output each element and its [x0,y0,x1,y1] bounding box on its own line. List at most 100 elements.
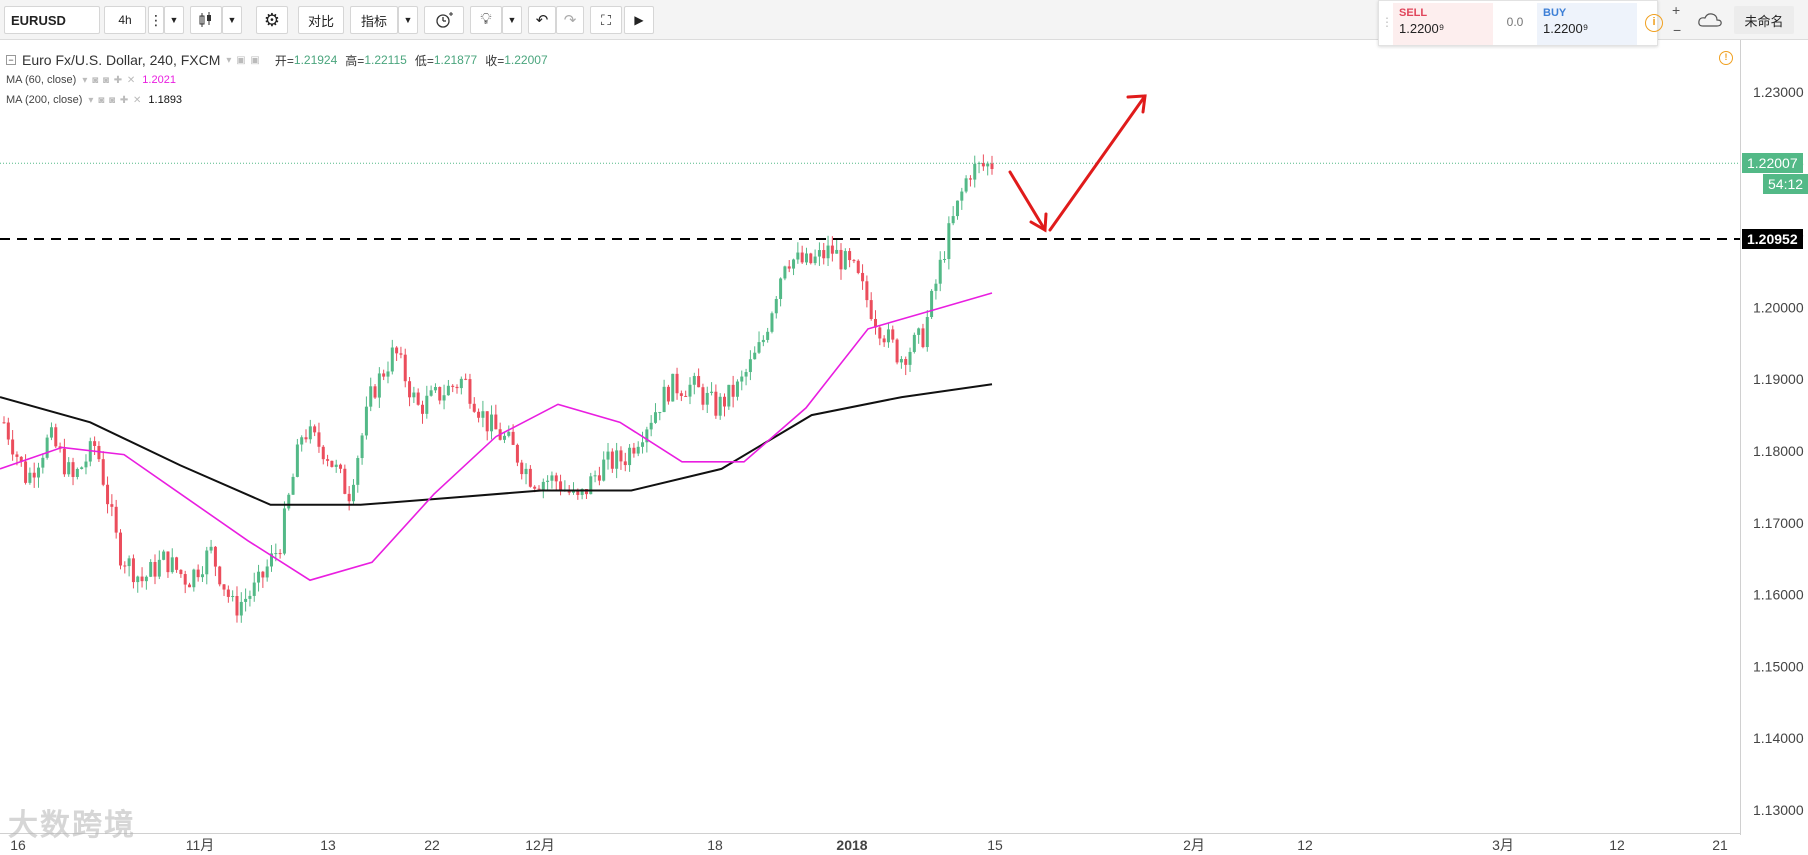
candle-body [75,468,79,477]
candle-body [494,414,498,430]
candle-body [71,462,75,477]
rally-arrow [1048,94,1147,232]
candle-body [127,558,131,567]
info-icon[interactable]: i [1645,14,1663,32]
cloud-save-icon[interactable] [1690,6,1730,34]
candle-body [705,392,709,405]
time-axis[interactable]: 16 11月 13 22 12月 18 2018 15 2月 12 3月 12 21 [0,833,1740,855]
candle-body [662,386,666,413]
rally-arrowhead [1126,94,1147,114]
candle-body [692,376,696,385]
candle-body [451,385,455,387]
low-label: 低= [414,53,434,68]
price-chart[interactable] [0,40,1740,833]
candle-body [300,437,304,445]
indicators-dropdown-icon[interactable]: ▼ [398,6,418,34]
candle-body [261,571,265,578]
legend-settings-icons[interactable]: ▾ ▣ ▣ [226,54,261,66]
buy-price: 1.2200⁹ [1543,21,1589,36]
candle-body [533,486,537,489]
redo-icon[interactable]: ↷ [556,6,584,34]
candle-body [511,431,515,445]
candle-body [874,318,878,328]
candle-body [179,569,183,575]
candle-body [774,298,778,314]
candles-chart-type-button[interactable] [190,6,222,34]
pullback-arrow [1008,170,1047,232]
candle-body [472,403,476,412]
candle-body [101,459,105,485]
candle-body [67,462,71,475]
compare-button[interactable]: 对比 [298,6,344,34]
candle-body [675,373,679,394]
symbol-search-input[interactable]: EURUSD [4,6,100,34]
price-tick-label: 1.23000 [1753,84,1804,100]
layout-name-button[interactable]: 未命名 [1734,6,1794,34]
candle-body [641,442,645,447]
candle-body [390,347,394,372]
fullscreen-icon[interactable]: ⛶ [590,6,622,34]
alert-clock-icon[interactable] [424,6,464,34]
more-dots-icon[interactable]: ⋮ [148,6,164,34]
candle-body [80,467,84,469]
trade-panel: ⋮⋮ SELL 1.2200⁹ 0.0 BUY 1.2200⁹ i [1378,0,1663,46]
settings-gear-icon[interactable]: ⚙ [256,6,288,34]
candle-body [118,532,122,566]
price-tick-label: 1.18000 [1753,443,1804,459]
zoom-out-icon[interactable]: − [1673,22,1682,38]
candle-body [507,431,511,436]
candle-body [485,411,489,432]
candle-body [710,391,714,393]
ma200-settings-icons[interactable]: ▾ ◙ ◙ ✚ ✕ [88,94,143,106]
close-label: 收= [485,53,505,68]
undo-icon[interactable]: ↶ [528,6,556,34]
candle-body [602,459,606,481]
ma200-label: MA (200, close) [6,94,83,106]
candle-body [636,446,640,454]
interval-button[interactable]: 4h [104,6,146,34]
replay-play-icon[interactable]: ▶ [624,6,654,34]
candle-body [468,379,472,404]
candle-body [425,395,429,414]
candle-body [131,558,135,583]
candle-body [934,283,938,291]
candle-body [339,464,343,469]
candle-body [244,598,248,602]
buy-label: BUY [1543,7,1567,19]
candle-body [908,351,912,365]
candle-body [317,432,321,447]
data-warning-icon[interactable]: ! [1719,51,1733,65]
candle-body [593,475,597,477]
zoom-in-icon[interactable]: + [1672,2,1681,18]
candle-body [403,354,407,382]
candle-body [287,494,291,509]
sell-button[interactable]: SELL 1.2200⁹ [1393,3,1493,45]
buy-button[interactable]: BUY 1.2200⁹ [1537,3,1637,45]
interval-dropdown-icon[interactable]: ▼ [164,6,184,34]
candle-body [222,584,226,590]
candle-body [62,448,66,475]
chart-type-dropdown-icon[interactable]: ▼ [222,6,242,34]
ideas-dropdown-icon[interactable]: ▼ [502,6,522,34]
candle-body [231,595,235,597]
candle-body [213,546,217,567]
ma60-settings-icons[interactable]: ▾ ◙ ◙ ✚ ✕ [82,74,137,86]
candle-body [153,562,157,577]
candle-body [416,392,420,405]
ideas-lightbulb-icon[interactable]: 💡︎ [470,6,502,34]
time-tick-label: 2018 [836,837,867,853]
candle-body [843,251,847,270]
candle-body [188,584,192,588]
candle-body [968,178,972,180]
time-tick-label: 22 [424,837,440,853]
candle-body [524,468,528,475]
indicators-button[interactable]: 指标 [350,6,398,34]
candle-body [615,450,619,469]
candle-body [334,464,338,467]
candle-body [584,488,588,495]
collapse-legend-icon[interactable]: − [6,55,16,65]
candle-body [753,352,757,360]
candle-body [252,582,256,596]
candle-body [399,353,403,355]
candle-body [783,266,787,279]
